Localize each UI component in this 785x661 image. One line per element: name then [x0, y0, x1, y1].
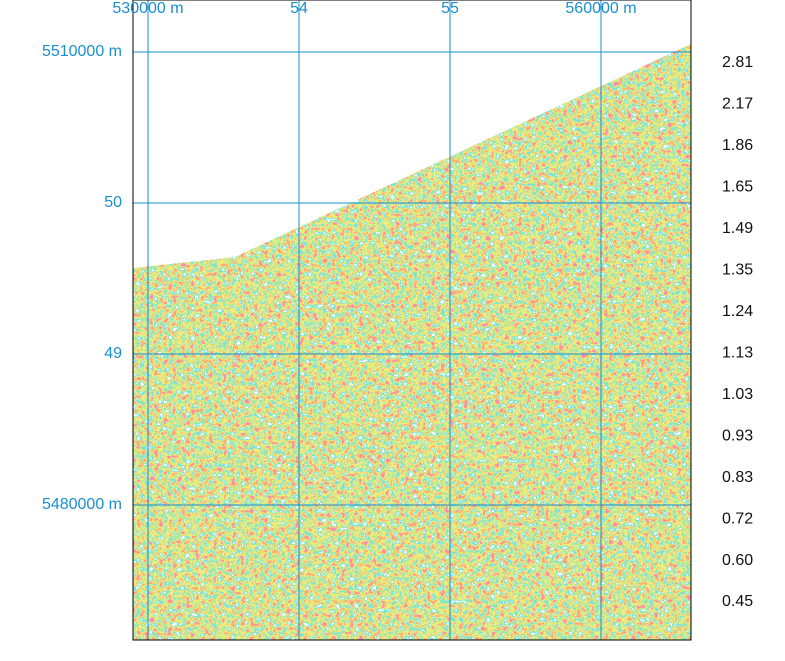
- y-coordinate-label: 50: [104, 194, 122, 211]
- legend-value: 0.45: [722, 593, 753, 610]
- x-coordinate-label: 55: [441, 0, 459, 17]
- legend-value: 0.83: [722, 469, 753, 486]
- legend-value: 1.13: [722, 344, 753, 361]
- map-view: 530000 m 54 55 560000 m 5510000 m 50 49 5480000…: [0, 0, 785, 661]
- x-coordinate-label: 530000 m: [112, 0, 183, 17]
- legend-value: 0.93: [722, 427, 753, 444]
- y-coordinate-label: 5510000 m: [42, 43, 122, 60]
- legend-value: 0.72: [722, 510, 753, 527]
- legend-value: 1.49: [722, 220, 753, 237]
- x-coordinate-label: 54: [290, 0, 308, 17]
- legend-value: 1.65: [722, 179, 753, 196]
- legend-value: 2.81: [722, 54, 753, 71]
- y-coordinate-label: 49: [104, 345, 122, 362]
- legend-value: 0.60: [722, 552, 753, 569]
- x-coordinate-label: 560000 m: [565, 0, 636, 17]
- legend-value: 1.24: [722, 303, 753, 320]
- legend-value: 1.03: [722, 386, 753, 403]
- legend-value: 1.86: [722, 137, 753, 154]
- legend-value: 2.17: [722, 96, 753, 113]
- legend-value: 1.35: [722, 262, 753, 279]
- y-coordinate-label: 5480000 m: [42, 496, 122, 513]
